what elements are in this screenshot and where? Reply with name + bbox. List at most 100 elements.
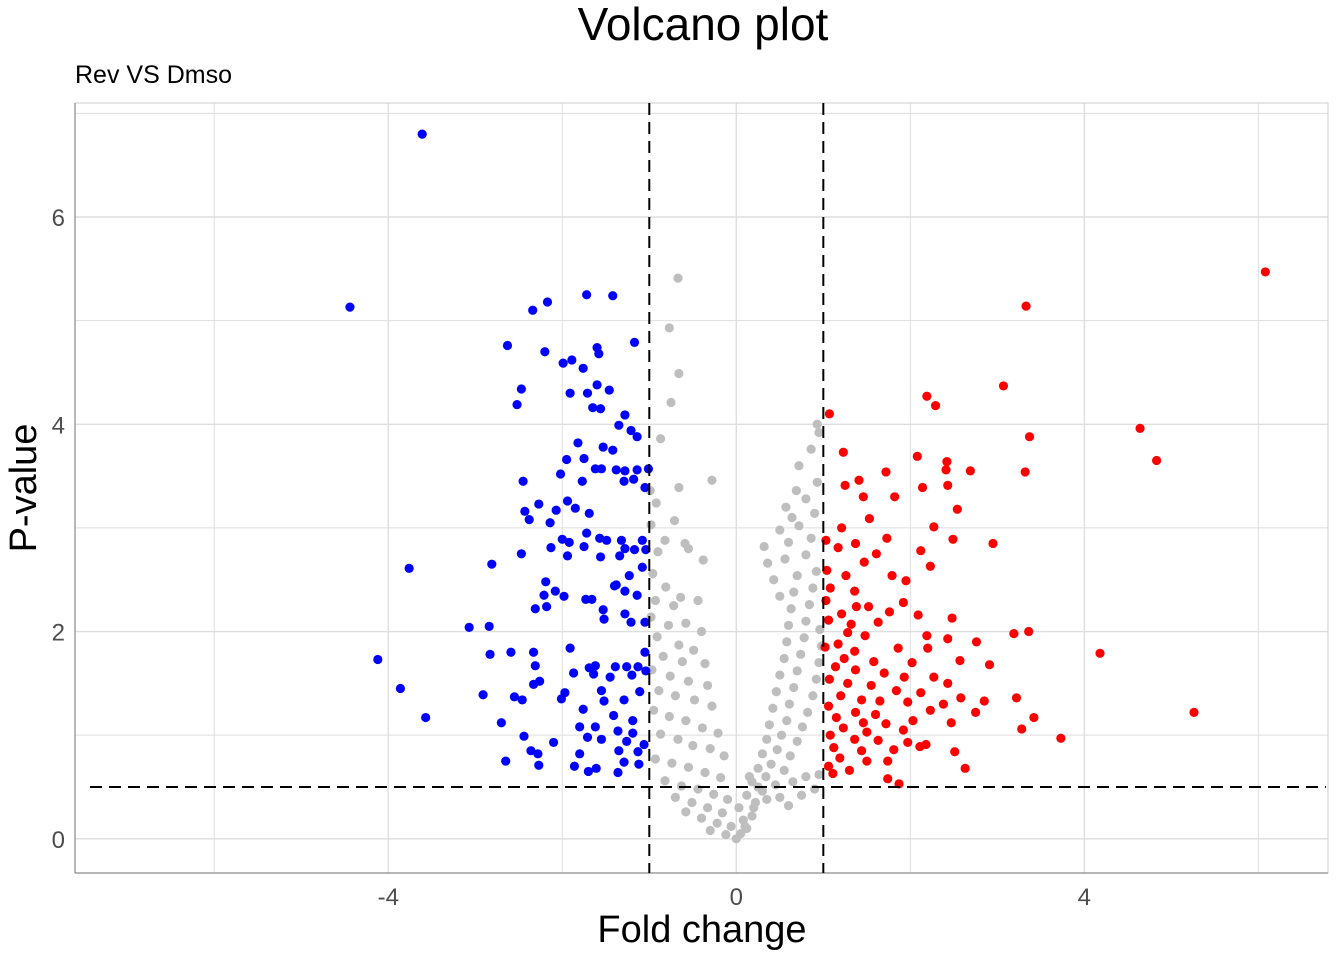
point-ns [683, 544, 694, 554]
point-down [582, 290, 592, 300]
point-ns [681, 807, 691, 817]
point-down [637, 535, 647, 545]
point-down [640, 617, 650, 627]
point-up [871, 549, 881, 559]
point-down [613, 726, 623, 736]
point-ns [705, 825, 715, 836]
point-up [979, 696, 989, 706]
point-down [517, 695, 527, 705]
point-up [1011, 693, 1022, 703]
point-down [404, 563, 414, 573]
point-up [943, 678, 953, 688]
point-down [558, 358, 568, 368]
point-up [922, 631, 932, 641]
point-ns [801, 494, 811, 504]
point-ns [666, 397, 676, 408]
point-ns [740, 821, 750, 831]
point-ns [709, 789, 719, 799]
point-up [831, 712, 841, 723]
point-down [615, 551, 625, 561]
point-up [956, 693, 966, 703]
point-down [550, 586, 560, 596]
point-down [559, 591, 569, 601]
point-ns [814, 658, 824, 668]
point-up [850, 734, 860, 744]
point-up [893, 643, 903, 653]
point-up [875, 696, 885, 706]
point-down [519, 731, 529, 741]
point-up [1056, 733, 1066, 743]
x-tick-label: -4 [378, 884, 399, 911]
point-down [632, 432, 642, 442]
point-down [509, 692, 520, 702]
point-down [620, 544, 630, 554]
point-down [629, 337, 640, 347]
point-down [562, 454, 572, 465]
point-ns [759, 541, 769, 552]
point-ns [814, 769, 824, 780]
point-up [860, 631, 870, 641]
point-ns [674, 482, 684, 493]
point-ns [700, 767, 710, 778]
point-up [866, 680, 876, 691]
point-down [602, 535, 612, 545]
point-up [844, 765, 855, 776]
point-ns [702, 803, 713, 813]
point-up [883, 756, 893, 766]
point-ns [669, 601, 679, 611]
point-up [925, 561, 935, 571]
point-ns [801, 550, 811, 560]
point-up [898, 597, 908, 608]
point-up [947, 613, 957, 623]
point-ns [723, 794, 733, 805]
point-ns [673, 734, 683, 744]
point-up [922, 391, 932, 401]
point-ns [811, 674, 821, 684]
point-ns [803, 707, 813, 717]
point-ns [656, 729, 666, 739]
point-up [828, 768, 838, 779]
point-up [840, 480, 850, 491]
point-up [1135, 423, 1145, 434]
point-down [620, 609, 630, 619]
point-up [863, 602, 874, 612]
point-down [569, 761, 580, 771]
y-tick-label: 0 [52, 827, 65, 854]
point-up [854, 475, 864, 485]
point-down [609, 710, 619, 721]
point-ns [753, 763, 763, 773]
point-ns [775, 670, 785, 680]
y-tick-label: 2 [52, 620, 65, 647]
point-ns [689, 695, 700, 705]
point-down [541, 577, 551, 587]
point-down [587, 594, 597, 605]
point-ns [782, 637, 792, 647]
point-up [823, 701, 834, 711]
point-ns [693, 784, 703, 794]
point-up [830, 662, 841, 672]
point-up [862, 727, 872, 737]
point-down [633, 662, 643, 672]
point-ns [747, 811, 757, 821]
point-down [640, 647, 650, 657]
point-up [850, 707, 861, 717]
point-down [614, 420, 624, 430]
point-down [582, 388, 593, 398]
point-up [916, 546, 926, 556]
point-up [851, 602, 861, 612]
point-ns [781, 502, 791, 512]
point-down [528, 305, 538, 315]
point-ns [775, 591, 785, 601]
point-down [640, 482, 650, 493]
point-up [1029, 712, 1039, 723]
y-tick-label: 4 [52, 412, 65, 439]
point-ns [698, 555, 708, 565]
point-up [838, 447, 848, 457]
point-ns [808, 691, 818, 701]
point-up [824, 409, 835, 419]
point-up [903, 737, 913, 748]
point-ns [646, 520, 656, 530]
point-down [628, 716, 638, 726]
point-ns [667, 758, 677, 768]
point-up [858, 492, 868, 502]
